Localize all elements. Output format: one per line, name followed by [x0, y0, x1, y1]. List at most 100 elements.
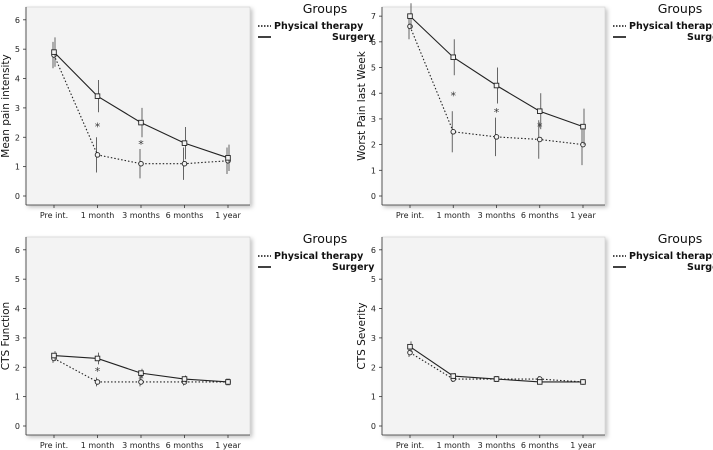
y-tick-label: 1: [15, 163, 20, 172]
y-tick-label: 7: [371, 12, 376, 21]
significance-marker: *: [451, 90, 457, 103]
x-tick-label: 6 months: [166, 441, 204, 450]
chart-panel-1: 0 1 2 3 4 5 6 Pre int. 1 month 3 months 6 months 1 …: [0, 1, 375, 220]
series-line: [53, 54, 229, 165]
data-point: [94, 93, 101, 99]
series-line: [409, 352, 584, 383]
data-point: [181, 160, 188, 167]
y-tick-label: 1: [15, 393, 20, 402]
data-point: [138, 160, 144, 167]
series-physical-therapy: [407, 13, 586, 166]
significance-marker: *: [494, 106, 500, 119]
y-tick-label: 6: [15, 246, 20, 255]
data-point: [450, 373, 457, 379]
y-tick-label: 0: [15, 192, 20, 201]
y-tick-label: 2: [15, 363, 20, 372]
legend-title: Groups: [303, 231, 348, 246]
data-point: [450, 54, 457, 61]
y-tick-label: 3: [15, 104, 20, 113]
legend-item-label: Physical therapy: [629, 21, 713, 32]
data-point: [51, 352, 57, 359]
x-tick-label: Pre int.: [40, 441, 68, 450]
y-tick-label: 4: [371, 305, 376, 314]
x-tick-label: 1 year: [215, 211, 241, 220]
x-tick-label: 1 year: [215, 441, 241, 450]
data-point: [580, 379, 586, 385]
plot-area: [25, 236, 251, 436]
x-tick-label: Pre int.: [40, 211, 68, 220]
y-tick-label: 1: [371, 393, 376, 402]
data-point: [493, 376, 500, 382]
x-tick-label: 3 months: [122, 211, 160, 220]
legend-item-label: Physical therapy: [629, 251, 713, 262]
series-surgery: [407, 341, 586, 385]
data-point: [493, 82, 500, 89]
y-tick-label: 2: [15, 133, 20, 142]
legend-item-label: Surgery: [332, 262, 375, 273]
y-tick-label: 5: [371, 64, 376, 73]
legend-item-label: Physical therapy: [274, 251, 364, 262]
data-point: [493, 134, 500, 140]
y-tick-label: 4: [15, 75, 20, 84]
y-tick-label: 2: [371, 141, 376, 150]
data-point: [407, 23, 413, 30]
plot-area: [381, 236, 606, 436]
data-point: [94, 379, 101, 385]
y-tick-label: 4: [371, 89, 376, 98]
significance-marker: *: [95, 365, 101, 378]
y-tick-label: 2: [371, 363, 376, 372]
legend-item-label: Surgery: [687, 262, 713, 273]
data-point: [225, 379, 231, 385]
legend-item-label: Surgery: [687, 32, 713, 43]
y-tick-label: 5: [371, 275, 376, 284]
data-point: [407, 343, 413, 350]
y-tick-label: 0: [15, 422, 20, 431]
data-point: [181, 376, 188, 382]
series-surgery: [51, 351, 231, 386]
y-axis-label: Mean pain intensity: [0, 54, 12, 157]
x-tick-label: 6 months: [521, 211, 559, 220]
y-tick-label: 4: [15, 305, 20, 314]
y-tick-label: 3: [371, 334, 376, 343]
y-tick-label: 6: [15, 16, 20, 25]
x-tick-label: 6 months: [521, 441, 559, 450]
data-point: [225, 155, 231, 161]
chart-panel-4: 0 1 2 3 4 5 6 Pre int. 1 month 3 months 6 months 1 …: [356, 231, 713, 450]
data-point: [407, 13, 413, 19]
x-tick-label: 1 month: [81, 211, 115, 220]
series-surgery: [51, 37, 231, 172]
y-tick-label: 0: [371, 192, 376, 201]
x-tick-label: 3 months: [122, 441, 160, 450]
x-tick-label: 1 year: [570, 441, 596, 450]
series-line: [53, 357, 228, 383]
data-point: [450, 129, 457, 135]
data-point: [94, 152, 101, 158]
series-surgery: [407, 3, 586, 145]
legend-item-label: Physical therapy: [274, 21, 364, 32]
significance-marker: *: [95, 121, 101, 134]
plot-area: [25, 6, 251, 206]
data-point: [138, 379, 144, 385]
plot-area: [381, 6, 606, 206]
data-point: [51, 49, 57, 55]
y-tick-label: 0: [371, 422, 376, 431]
series-physical-therapy: [51, 41, 231, 180]
legend-title: Groups: [658, 1, 703, 16]
data-point: [580, 123, 586, 130]
y-axis-label: Worst Pain last Week: [356, 50, 368, 161]
significance-marker: *: [138, 373, 144, 386]
data-point: [407, 349, 413, 356]
legend-title: Groups: [303, 1, 348, 16]
data-point: [537, 379, 543, 385]
x-tick-label: 1 month: [436, 441, 470, 450]
data-point: [537, 136, 543, 143]
chart-panel-3: 0 1 2 3 4 5 6 Pre int. 1 month 3 months 6 months 1 …: [0, 231, 375, 450]
y-tick-label: 6: [371, 38, 376, 47]
data-point: [537, 108, 543, 114]
y-axis-label: CTS Function: [0, 302, 12, 370]
data-point: [94, 355, 101, 362]
legend-item-label: Surgery: [332, 32, 375, 43]
